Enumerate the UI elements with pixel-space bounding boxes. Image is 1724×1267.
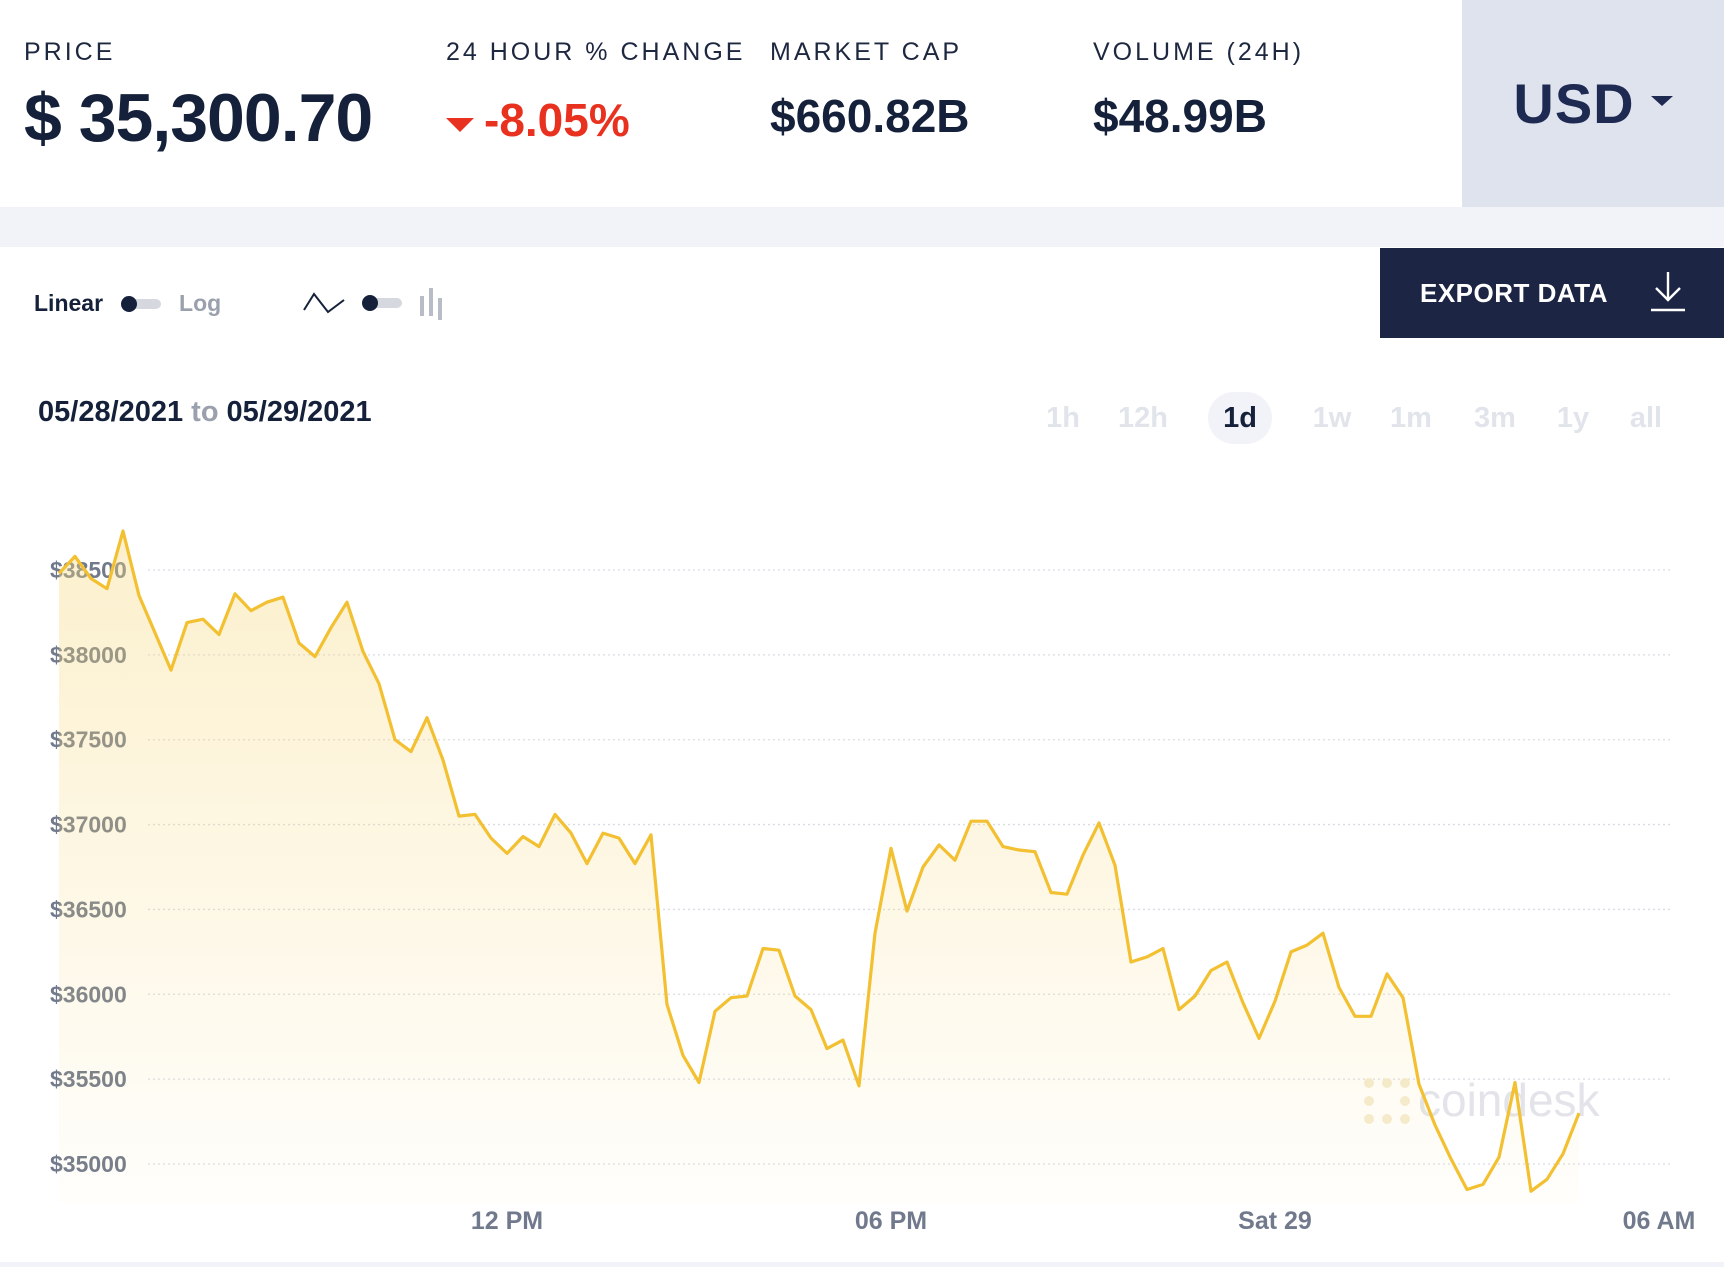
date-from: 05/28/2021: [38, 396, 184, 428]
scale-toggle-knob: [121, 295, 138, 312]
candlestick-chart-icon[interactable]: [418, 286, 446, 320]
currency-selector[interactable]: USD: [1462, 0, 1724, 207]
chart-type-toggle-group: [302, 286, 446, 320]
range-tab-1d[interactable]: 1d: [1208, 392, 1272, 444]
export-data-label: EXPORT DATA: [1420, 277, 1608, 308]
price-line: [57, 529, 1581, 1193]
volume-stat: VOLUME (24H) $48.99B: [1093, 38, 1304, 143]
price-value: $ 35,300.70: [24, 80, 373, 156]
scale-linear-label[interactable]: Linear: [34, 290, 104, 316]
x-tick-label: 12 PM: [471, 1207, 543, 1235]
price-area-fill: [59, 531, 1579, 1203]
y-tick-label: $37500: [50, 727, 127, 753]
x-tick-label: 06 AM: [1623, 1207, 1696, 1235]
date-to-word: to: [191, 396, 219, 428]
range-tab-1h[interactable]: 1h: [1046, 402, 1080, 434]
date-to: 05/29/2021: [226, 396, 372, 428]
y-tick-label: $38500: [50, 557, 127, 583]
chart-type-toggle-knob: [362, 295, 378, 311]
scale-log-label[interactable]: Log: [179, 290, 222, 316]
y-tick-label: $36000: [50, 981, 127, 1007]
line-chart-icon[interactable]: [302, 288, 346, 318]
range-tab-1y[interactable]: 1y: [1556, 402, 1590, 434]
coindesk-watermark: coindesk: [1364, 1074, 1601, 1126]
market-cap-stat: MARKET CAP $660.82B: [770, 38, 970, 143]
x-tick-label: Sat 29: [1238, 1207, 1312, 1235]
price-stat: PRICE $ 35,300.70: [24, 38, 373, 157]
y-tick-label: $35500: [50, 1066, 127, 1092]
scale-toggle[interactable]: [121, 295, 162, 312]
change-stat: 24 HOUR % CHANGE -8.05%: [446, 38, 745, 147]
y-tick-label: $36500: [50, 896, 127, 922]
bottom-divider: [0, 1262, 1724, 1267]
market-cap-value: $660.82B: [770, 90, 970, 142]
change-wrap: -8.05%: [446, 93, 745, 147]
y-tick-label: $35000: [50, 1151, 127, 1177]
watermark-text: coindesk: [1418, 1074, 1601, 1126]
date-range: 05/28/2021 to 05/29/2021: [38, 396, 372, 429]
market-cap-label: MARKET CAP: [770, 38, 963, 66]
chart-type-toggle[interactable]: [362, 295, 402, 311]
price-label: PRICE: [24, 38, 116, 66]
change-label: 24 HOUR % CHANGE: [446, 38, 746, 66]
scale-toggle-group: Linear Log: [34, 290, 221, 317]
volume-value: $48.99B: [1093, 90, 1267, 142]
section-divider: [0, 207, 1724, 247]
export-data-button[interactable]: EXPORT DATA: [1380, 248, 1724, 338]
change-value: -8.05%: [484, 94, 630, 146]
download-icon: [1651, 272, 1685, 312]
y-tick-label: $38000: [50, 642, 127, 668]
coindesk-logo-icon: [1364, 1078, 1410, 1124]
range-tab-1m[interactable]: 1m: [1390, 402, 1432, 434]
y-tick-label: $37000: [50, 812, 127, 838]
range-tab-3m[interactable]: 3m: [1474, 402, 1516, 434]
down-arrow-icon: [446, 118, 474, 132]
range-tab-all[interactable]: all: [1629, 402, 1663, 434]
stats-bar: PRICE $ 35,300.70 24 HOUR % CHANGE -8.05…: [0, 0, 1724, 207]
x-tick-label: 06 PM: [855, 1207, 927, 1235]
volume-label: VOLUME (24H): [1093, 38, 1305, 66]
range-tab-12h[interactable]: 12h: [1118, 402, 1168, 434]
caret-down-icon: [1650, 95, 1673, 106]
currency-label: USD: [1513, 72, 1635, 135]
range-tab-1w[interactable]: 1w: [1312, 402, 1352, 434]
